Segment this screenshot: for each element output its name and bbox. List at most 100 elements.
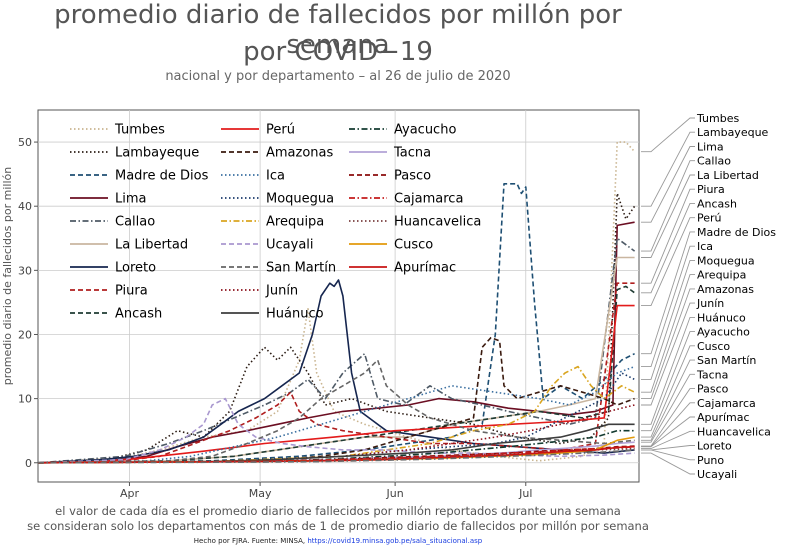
- label-leader-line: [641, 131, 695, 207]
- y-tick-label: 50: [18, 136, 32, 149]
- label-leader-line: [641, 259, 695, 380]
- label-leader-line: [641, 388, 695, 447]
- end-label: Huancavelica: [697, 425, 771, 438]
- y-tick-label: 40: [18, 200, 32, 213]
- source-link[interactable]: https://covid19.minsa.gob.pe/sala_situac…: [307, 537, 483, 545]
- legend-label: Moquegua: [266, 192, 334, 207]
- legend-label: Arequipa: [266, 215, 324, 230]
- end-label: Lambayeque: [697, 126, 769, 139]
- y-axis-label: promedio diario de fallecidos por millón: [1, 167, 14, 385]
- legend-label: Ancash: [115, 307, 162, 322]
- label-leader-line: [641, 117, 695, 153]
- end-label: Madre de Dios: [697, 226, 776, 239]
- series-line-moquegua: [37, 372, 635, 464]
- y-tick-label: 10: [18, 393, 32, 406]
- series-line-huánuco: [37, 423, 635, 464]
- legend-label: La Libertad: [115, 238, 188, 253]
- series-line-lambayeque: [37, 192, 636, 464]
- end-label: Tumbes: [696, 112, 739, 125]
- legend-label: Cajamarca: [394, 192, 463, 207]
- x-tick-label: May: [249, 487, 272, 500]
- legend-label: Ica: [266, 169, 285, 184]
- plot-area: [37, 109, 640, 483]
- label-leader-line: [641, 146, 695, 223]
- end-label: Callao: [697, 155, 731, 168]
- legend-label: Loreto: [115, 261, 156, 276]
- label-leader-line: [641, 202, 695, 294]
- y-tick-label: 30: [18, 264, 32, 277]
- legend-label: Huancavelica: [394, 215, 481, 230]
- legend-label: Pasco: [394, 169, 431, 184]
- end-label: Lima: [697, 140, 724, 153]
- label-leader-line: [641, 359, 695, 441]
- legend-label: Ucayali: [266, 238, 314, 253]
- legend-label: Piura: [115, 284, 148, 299]
- x-tick-label: Jun: [386, 487, 404, 500]
- legend-label: Madre de Dios: [115, 169, 209, 184]
- end-label: Arequipa: [697, 269, 746, 282]
- label-leader-line: [641, 245, 695, 368]
- label-leader-line: [641, 345, 695, 438]
- label-leader-line: [641, 430, 695, 450]
- label-leader-line: [641, 452, 695, 475]
- series-line-san-martín: [37, 359, 635, 464]
- end-label: Tacna: [696, 368, 728, 381]
- end-label: Apurímac: [697, 411, 750, 424]
- x-tick-label: Apr: [120, 487, 140, 500]
- end-label: Loreto: [697, 440, 732, 453]
- end-label: Ucayali: [697, 468, 737, 481]
- end-label: Cajamarca: [697, 397, 756, 410]
- footer-note-1: el valor de cada día es el promedio diar…: [55, 504, 621, 518]
- label-leader-line: [641, 302, 695, 406]
- label-leader-line: [641, 316, 695, 425]
- end-label: La Libertad: [697, 169, 759, 182]
- end-label: Pasco: [697, 383, 729, 396]
- footer-note-2: se consideran solo los departamentos con…: [27, 519, 649, 533]
- legend-label: Cusco: [394, 238, 433, 253]
- series-line-loreto: [37, 279, 635, 464]
- end-label: Huánuco: [697, 311, 746, 324]
- y-tick-label: 20: [18, 328, 32, 341]
- legend-label: San Martín: [266, 261, 336, 276]
- legend-label: Perú: [266, 123, 295, 138]
- label-leader-line: [641, 188, 695, 284]
- end-label: Perú: [697, 212, 722, 225]
- series-line-perú: [37, 304, 635, 464]
- end-label: Piura: [697, 183, 725, 196]
- legend-label: Amazonas: [266, 146, 334, 161]
- end-label: Junín: [696, 297, 724, 310]
- legend-label: Lima: [115, 192, 146, 207]
- legend-label: Ayacucho: [394, 123, 456, 138]
- end-label: Moquegua: [697, 254, 755, 267]
- label-leader-line: [641, 449, 695, 461]
- label-leader-line: [641, 231, 695, 355]
- legend-label: Apurímac: [394, 261, 456, 276]
- legend-label: Huánuco: [266, 307, 324, 322]
- label-leader-line: [641, 331, 695, 432]
- end-label: Amazonas: [697, 283, 754, 296]
- series-line-amazonas: [37, 336, 635, 464]
- label-leader-line: [641, 274, 695, 393]
- credit-text: Hecho por FJRA. Fuente: MINSA,: [193, 537, 308, 545]
- series-line-puno: [37, 449, 635, 464]
- label-leader-line: [641, 217, 695, 307]
- legend-label: Lambayeque: [115, 146, 199, 161]
- chart-title-line1: promedio diario de fallecidos por millón…: [54, 0, 622, 60]
- end-label: Cusco: [697, 340, 730, 353]
- source-credit: Hecho por FJRA. Fuente: MINSA, https://c…: [0, 537, 676, 545]
- end-label: Puno: [697, 454, 724, 467]
- legend-label: Tacna: [393, 146, 431, 161]
- end-label: Ica: [697, 240, 713, 253]
- label-leader-line: [641, 373, 695, 443]
- label-leader-line: [641, 416, 695, 448]
- end-label: San Martín: [697, 354, 756, 367]
- chart-title-line2: por COVID−19: [243, 37, 433, 67]
- x-tick-label: Jul: [518, 487, 532, 500]
- label-leader-line: [641, 174, 695, 258]
- legend-label: Tumbes: [114, 123, 165, 138]
- end-label: Ayacucho: [697, 326, 750, 339]
- label-leader-line: [641, 160, 695, 252]
- label-leader-line: [641, 288, 695, 400]
- end-label: Ancash: [697, 197, 737, 210]
